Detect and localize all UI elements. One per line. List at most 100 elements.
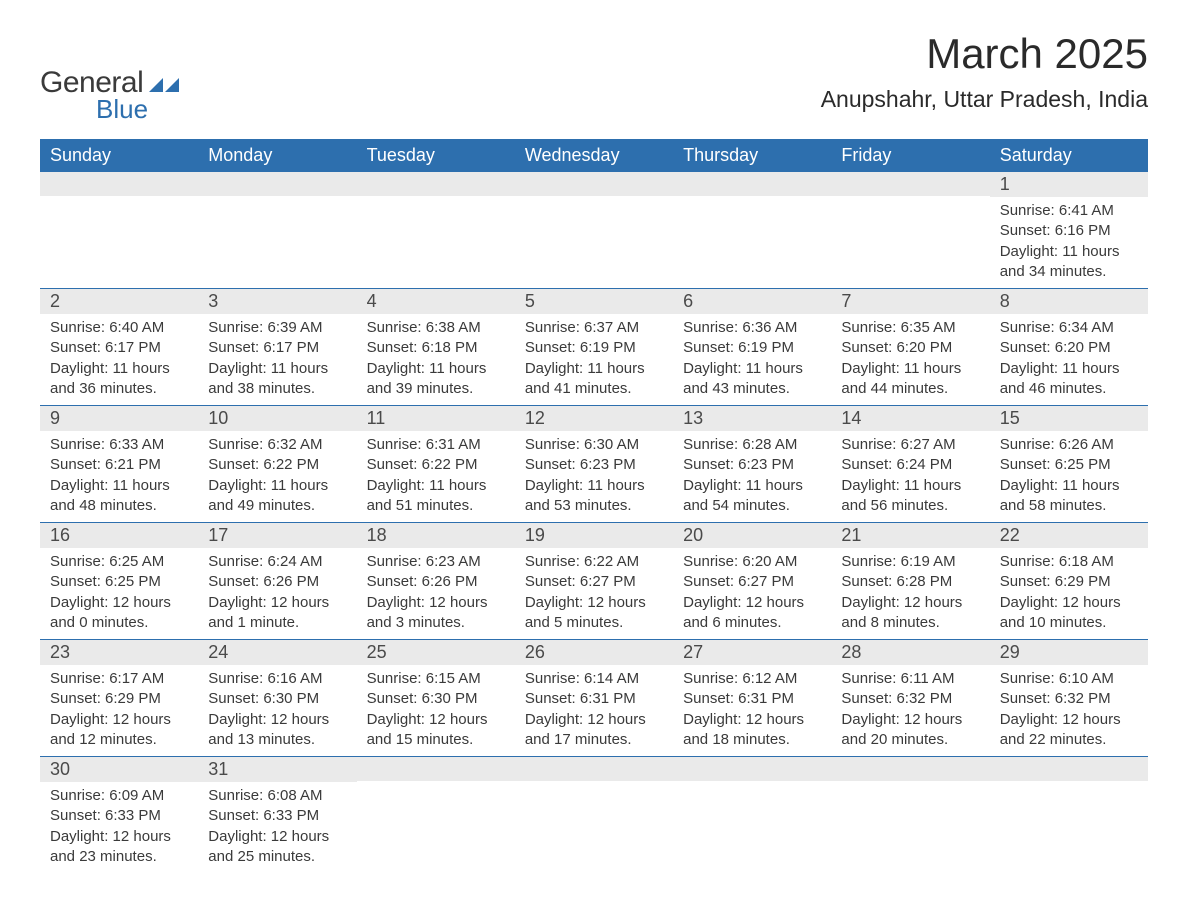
day-cell: 7Sunrise: 6:35 AMSunset: 6:20 PMDaylight… xyxy=(831,289,989,405)
day-details: Sunrise: 6:30 AMSunset: 6:23 PMDaylight:… xyxy=(515,431,673,522)
day-number: 10 xyxy=(198,406,356,431)
day-details: Sunrise: 6:20 AMSunset: 6:27 PMDaylight:… xyxy=(673,548,831,639)
day-daylight1: Daylight: 11 hours xyxy=(367,476,505,496)
brand-logo: General Blue xyxy=(40,66,179,125)
day-sunset: Sunset: 6:28 PM xyxy=(841,572,979,592)
day-daylight1: Daylight: 11 hours xyxy=(208,476,346,496)
day-daylight2: and 22 minutes. xyxy=(1000,730,1138,750)
day-cell: 2Sunrise: 6:40 AMSunset: 6:17 PMDaylight… xyxy=(40,289,198,405)
week-row: 2Sunrise: 6:40 AMSunset: 6:17 PMDaylight… xyxy=(40,288,1148,405)
day-cell xyxy=(515,757,673,873)
day-sunrise: Sunrise: 6:34 AM xyxy=(1000,318,1138,338)
day-daylight1: Daylight: 11 hours xyxy=(841,359,979,379)
day-number xyxy=(831,172,989,196)
day-sunrise: Sunrise: 6:22 AM xyxy=(525,552,663,572)
day-details: Sunrise: 6:10 AMSunset: 6:32 PMDaylight:… xyxy=(990,665,1148,756)
day-sunset: Sunset: 6:29 PM xyxy=(50,689,188,709)
day-sunset: Sunset: 6:30 PM xyxy=(367,689,505,709)
day-sunrise: Sunrise: 6:20 AM xyxy=(683,552,821,572)
day-daylight2: and 36 minutes. xyxy=(50,379,188,399)
day-number: 3 xyxy=(198,289,356,314)
day-daylight1: Daylight: 12 hours xyxy=(525,710,663,730)
brand-name-2: Blue xyxy=(96,94,179,125)
day-daylight2: and 39 minutes. xyxy=(367,379,505,399)
day-sunrise: Sunrise: 6:18 AM xyxy=(1000,552,1138,572)
day-details: Sunrise: 6:31 AMSunset: 6:22 PMDaylight:… xyxy=(357,431,515,522)
day-sunrise: Sunrise: 6:12 AM xyxy=(683,669,821,689)
day-cell: 29Sunrise: 6:10 AMSunset: 6:32 PMDayligh… xyxy=(990,640,1148,756)
day-daylight1: Daylight: 11 hours xyxy=(208,359,346,379)
day-daylight2: and 34 minutes. xyxy=(1000,262,1138,282)
day-sunset: Sunset: 6:19 PM xyxy=(525,338,663,358)
day-sunset: Sunset: 6:23 PM xyxy=(683,455,821,475)
day-details: Sunrise: 6:27 AMSunset: 6:24 PMDaylight:… xyxy=(831,431,989,522)
day-details: Sunrise: 6:33 AMSunset: 6:21 PMDaylight:… xyxy=(40,431,198,522)
day-number: 16 xyxy=(40,523,198,548)
day-details: Sunrise: 6:35 AMSunset: 6:20 PMDaylight:… xyxy=(831,314,989,405)
day-sunrise: Sunrise: 6:41 AM xyxy=(1000,201,1138,221)
day-cell xyxy=(357,757,515,873)
day-number: 11 xyxy=(357,406,515,431)
day-daylight1: Daylight: 12 hours xyxy=(683,710,821,730)
day-daylight2: and 20 minutes. xyxy=(841,730,979,750)
day-number: 23 xyxy=(40,640,198,665)
day-daylight2: and 48 minutes. xyxy=(50,496,188,516)
day-sunset: Sunset: 6:27 PM xyxy=(683,572,821,592)
day-number: 8 xyxy=(990,289,1148,314)
day-cell: 24Sunrise: 6:16 AMSunset: 6:30 PMDayligh… xyxy=(198,640,356,756)
day-details: Sunrise: 6:14 AMSunset: 6:31 PMDaylight:… xyxy=(515,665,673,756)
week-row: 30Sunrise: 6:09 AMSunset: 6:33 PMDayligh… xyxy=(40,756,1148,873)
day-daylight2: and 44 minutes. xyxy=(841,379,979,399)
day-sunset: Sunset: 6:20 PM xyxy=(1000,338,1138,358)
day-cell xyxy=(515,172,673,288)
day-details: Sunrise: 6:11 AMSunset: 6:32 PMDaylight:… xyxy=(831,665,989,756)
day-cell xyxy=(673,172,831,288)
day-number: 6 xyxy=(673,289,831,314)
day-cell: 18Sunrise: 6:23 AMSunset: 6:26 PMDayligh… xyxy=(357,523,515,639)
day-number xyxy=(357,172,515,196)
weekday-monday: Monday xyxy=(198,139,356,172)
day-sunrise: Sunrise: 6:19 AM xyxy=(841,552,979,572)
day-number: 28 xyxy=(831,640,989,665)
day-sunrise: Sunrise: 6:38 AM xyxy=(367,318,505,338)
day-number: 13 xyxy=(673,406,831,431)
day-number: 15 xyxy=(990,406,1148,431)
day-number: 24 xyxy=(198,640,356,665)
day-cell: 17Sunrise: 6:24 AMSunset: 6:26 PMDayligh… xyxy=(198,523,356,639)
day-sunrise: Sunrise: 6:37 AM xyxy=(525,318,663,338)
day-daylight2: and 18 minutes. xyxy=(683,730,821,750)
weekday-saturday: Saturday xyxy=(990,139,1148,172)
day-sunset: Sunset: 6:31 PM xyxy=(683,689,821,709)
month-title: March 2025 xyxy=(821,30,1148,78)
day-details-empty xyxy=(515,781,673,791)
day-sunset: Sunset: 6:27 PM xyxy=(525,572,663,592)
day-details: Sunrise: 6:38 AMSunset: 6:18 PMDaylight:… xyxy=(357,314,515,405)
day-details-empty xyxy=(673,781,831,791)
day-number: 29 xyxy=(990,640,1148,665)
day-cell: 6Sunrise: 6:36 AMSunset: 6:19 PMDaylight… xyxy=(673,289,831,405)
day-number xyxy=(673,757,831,781)
day-cell: 11Sunrise: 6:31 AMSunset: 6:22 PMDayligh… xyxy=(357,406,515,522)
day-cell: 14Sunrise: 6:27 AMSunset: 6:24 PMDayligh… xyxy=(831,406,989,522)
day-sunrise: Sunrise: 6:40 AM xyxy=(50,318,188,338)
day-daylight2: and 6 minutes. xyxy=(683,613,821,633)
day-details: Sunrise: 6:15 AMSunset: 6:30 PMDaylight:… xyxy=(357,665,515,756)
day-sunrise: Sunrise: 6:28 AM xyxy=(683,435,821,455)
day-number: 21 xyxy=(831,523,989,548)
day-cell: 8Sunrise: 6:34 AMSunset: 6:20 PMDaylight… xyxy=(990,289,1148,405)
brand-icon xyxy=(149,74,179,92)
day-details: Sunrise: 6:37 AMSunset: 6:19 PMDaylight:… xyxy=(515,314,673,405)
day-daylight1: Daylight: 12 hours xyxy=(841,593,979,613)
day-number: 26 xyxy=(515,640,673,665)
weekday-sunday: Sunday xyxy=(40,139,198,172)
day-daylight2: and 15 minutes. xyxy=(367,730,505,750)
weekday-tuesday: Tuesday xyxy=(357,139,515,172)
day-number xyxy=(357,757,515,781)
day-number xyxy=(990,757,1148,781)
day-cell: 15Sunrise: 6:26 AMSunset: 6:25 PMDayligh… xyxy=(990,406,1148,522)
day-cell: 26Sunrise: 6:14 AMSunset: 6:31 PMDayligh… xyxy=(515,640,673,756)
day-details: Sunrise: 6:23 AMSunset: 6:26 PMDaylight:… xyxy=(357,548,515,639)
day-daylight1: Daylight: 12 hours xyxy=(841,710,979,730)
day-daylight2: and 58 minutes. xyxy=(1000,496,1138,516)
day-sunrise: Sunrise: 6:14 AM xyxy=(525,669,663,689)
